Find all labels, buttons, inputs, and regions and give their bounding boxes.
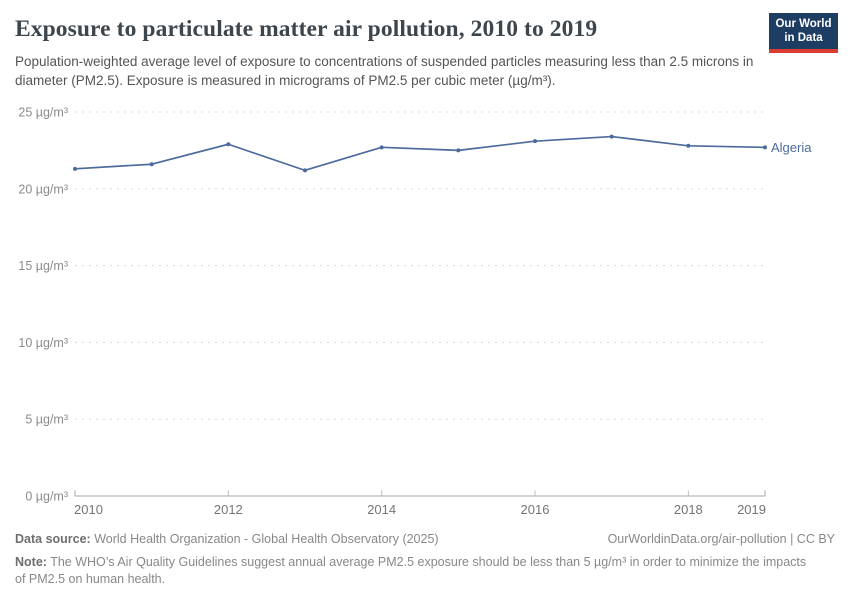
note-text: The WHO’s Air Quality Guidelines suggest… [15,555,807,586]
data-point [226,142,231,147]
data-point [149,162,154,167]
data-source-label: Data source: [15,532,91,546]
owid-logo-line2: in Data [784,32,823,44]
y-axis-label: 20 µg/m³ [18,182,68,196]
chart-subtitle: Population-weighted average level of exp… [15,54,754,89]
data-point [456,148,461,153]
y-axis-label: 5 µg/m³ [25,413,68,427]
x-axis-label: 2010 [74,502,103,517]
x-axis-line [74,490,766,497]
data-point [73,166,77,171]
data-point [533,139,537,144]
x-axis-label: 2018 [674,502,703,517]
y-axis-label: 10 µg/m³ [18,336,68,350]
note-label: Note: [15,555,47,569]
x-axis-label: 2012 [214,502,243,517]
note-row: Note: The WHO’s Air Quality Guidelines s… [15,554,807,588]
data-source: Data source: World Health Organization -… [15,531,439,548]
source-row: Data source: World Health Organization -… [15,531,835,548]
data-point [379,145,384,150]
series-line [74,135,766,172]
chart-footer: Data source: World Health Organization -… [15,531,835,588]
data-source-text: World Health Organization - Global Healt… [90,532,439,546]
series-label: Algeria [771,140,812,155]
data-point [303,168,307,173]
data-point [609,134,614,139]
owid-logo-line1: Our World [775,18,832,30]
x-axis-label: 2016 [521,502,550,517]
x-axis-label: 2014 [367,502,396,517]
owid-logo: Our World in Data [769,13,838,53]
line-chart: 0 µg/m³ 5 µg/m³ 10 µg/m³ 15 µg/m³ 20 µg/m³ 25… [18,106,812,518]
license-link[interactable]: OurWorldinData.org/air-pollution | CC BY [607,532,835,546]
y-axis-label: 25 µg/m³ [18,106,68,120]
data-point [763,145,767,150]
y-axis-label: 0 µg/m³ [25,490,68,504]
y-axis-label: 15 µg/m³ [18,259,68,273]
data-point [686,143,691,148]
x-axis-label: 2019 [737,502,766,517]
chart-header: Exposure to particulate matter air pollu… [15,16,760,90]
page-title: Exposure to particulate matter air pollu… [15,16,598,42]
